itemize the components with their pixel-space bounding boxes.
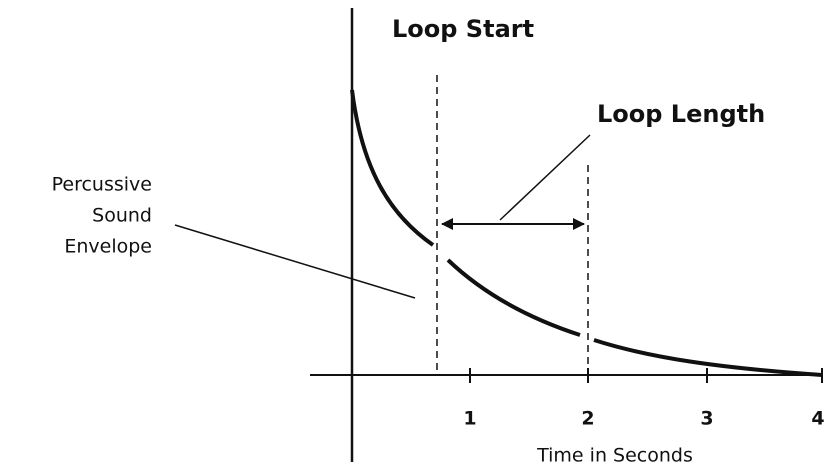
axis-title: Time in Seconds (536, 445, 693, 467)
tick-label: 3 (700, 408, 713, 430)
envelope-label: Sound (92, 205, 152, 227)
loop-length-label: Loop Length (597, 100, 765, 128)
envelope-leader (174, 224, 416, 299)
loop-length-arrow (441, 218, 585, 230)
envelope-label: Envelope (64, 236, 152, 258)
loop-start-label: Loop Start (392, 15, 534, 43)
loop-length-leader (499, 134, 591, 221)
tick-label: 2 (581, 408, 594, 430)
axis-ticks (469, 368, 823, 383)
tick-label: 4 (811, 408, 824, 430)
envelope-label: Percussive (52, 174, 152, 196)
tick-label: 1 (463, 408, 476, 430)
envelope-curve (350, 89, 823, 377)
